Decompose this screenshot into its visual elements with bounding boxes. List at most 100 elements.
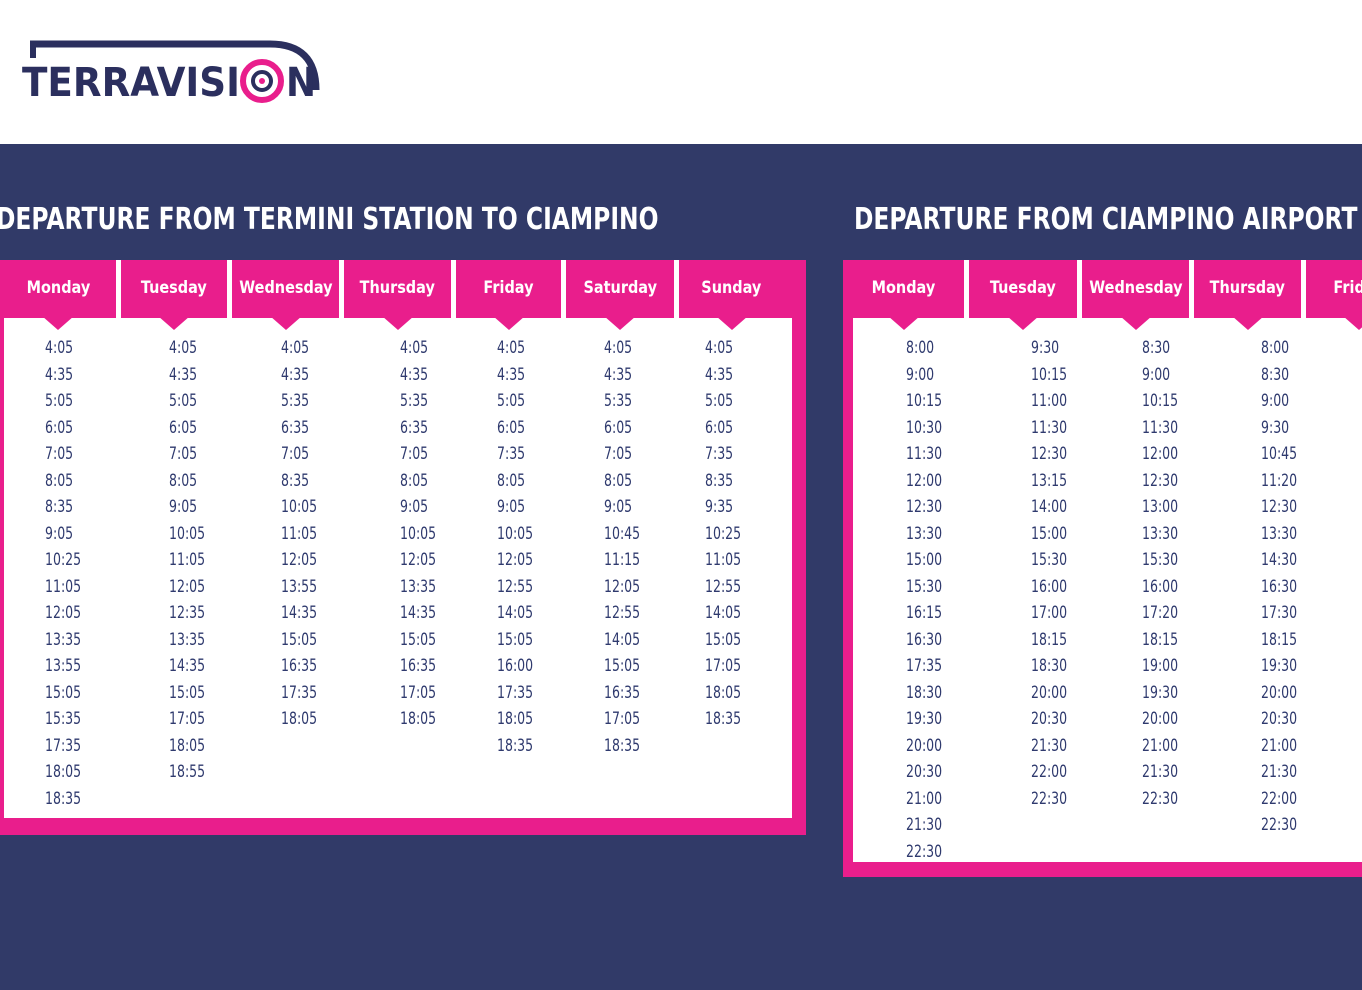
- departure-time: 17:30: [1261, 603, 1298, 623]
- departure-time: 12:05: [281, 550, 318, 570]
- departure-time: 17:20: [1142, 603, 1179, 623]
- departure-time: 18:35: [604, 735, 641, 756]
- departure-time: 16:15: [906, 603, 943, 623]
- timetable-termini-to-ciampino: Monday Tuesday Wednesday Thursday Friday…: [0, 260, 812, 840]
- times-column-thursday: 8:00 8:30 9:00 9:30 10:45 11:20 12:30 13:30 14:3…: [1261, 335, 1305, 839]
- departure-time: 18:35: [497, 735, 534, 756]
- departure-time: 5:35: [604, 391, 633, 411]
- times-column-friday: 4:05 4:35 5:05 6:05 7:35 8:05 9:05 10:05 12:05 12…: [497, 335, 541, 759]
- departure-time: 15:30: [906, 576, 943, 597]
- departure-time: 17:05: [705, 656, 742, 676]
- departure-time: 9:00: [1142, 364, 1171, 385]
- departure-time: 16:00: [1031, 576, 1068, 597]
- departure-time: 8:05: [400, 470, 429, 491]
- departure-time: 22:30: [1142, 788, 1179, 809]
- departure-time: 15:05: [45, 682, 82, 703]
- departure-time: 12:30: [1261, 497, 1298, 517]
- departure-time: 4:05: [497, 338, 526, 358]
- departure-time: 8:05: [497, 470, 526, 491]
- departure-time: 20:00: [1031, 682, 1068, 703]
- departure-time: 16:30: [1261, 576, 1298, 597]
- departure-time: 16:35: [281, 656, 318, 676]
- departure-time: 8:05: [169, 470, 198, 491]
- departure-time: 8:30: [1142, 338, 1171, 358]
- departure-time: 4:35: [705, 364, 734, 385]
- day-tab-tuesday: Tuesday: [121, 260, 227, 330]
- terravision-logo[interactable]: TERRAVISI N: [20, 38, 320, 106]
- day-tab-wednesday: Wednesday: [232, 260, 339, 330]
- departure-time: 16:35: [604, 682, 641, 703]
- departure-time: 5:05: [497, 391, 526, 411]
- departure-time: 13:30: [906, 523, 943, 544]
- departure-time: 6:05: [45, 417, 74, 438]
- section-title-termini-to-ciampino: DEPARTURE FROM TERMINI STATION TO CIAMPI…: [0, 202, 659, 237]
- departure-time: 4:05: [400, 338, 429, 358]
- departure-time: 17:05: [400, 682, 437, 703]
- departure-time: 15:05: [400, 629, 437, 650]
- departure-time: 10:15: [906, 391, 943, 411]
- departure-time: 4:35: [604, 364, 633, 385]
- departure-time: 5:05: [45, 391, 74, 411]
- departure-time: 17:00: [1031, 603, 1068, 623]
- times-column-wednesday: 8:30 9:00 10:15 11:30 12:00 12:30 13:00 13:30 15…: [1142, 335, 1186, 812]
- departure-time: 13:15: [1031, 470, 1068, 491]
- departure-time: 8:00: [1261, 338, 1290, 358]
- departure-time: 17:05: [169, 709, 206, 729]
- departure-time: 15:30: [1142, 550, 1179, 570]
- departure-time: 14:05: [705, 603, 742, 623]
- departure-time: 7:05: [604, 444, 633, 464]
- departure-time: 13:00: [1142, 497, 1179, 517]
- departure-time: 11:05: [169, 550, 206, 570]
- departure-time: 14:35: [400, 603, 437, 623]
- departure-time: 15:00: [1031, 523, 1068, 544]
- departure-time: 6:05: [169, 417, 198, 438]
- departure-time: 4:05: [705, 338, 734, 358]
- departure-time: 7:05: [45, 444, 74, 464]
- departure-time: 9:00: [906, 364, 935, 385]
- departure-time: 10:30: [906, 417, 943, 438]
- departure-time: 5:05: [705, 391, 734, 411]
- departure-time: 9:30: [1031, 338, 1060, 358]
- departure-time: 13:35: [169, 629, 206, 650]
- departure-time: 9:05: [497, 497, 526, 517]
- departure-time: 14:30: [1261, 550, 1298, 570]
- departure-time: 15:05: [497, 629, 534, 650]
- departure-time: 13:55: [45, 656, 82, 676]
- departure-time: 10:05: [281, 497, 318, 517]
- timetable-ciampino-to-termini: Monday Tuesday Wednesday Thursday Friday…: [843, 260, 1362, 880]
- departure-time: 15:05: [169, 682, 206, 703]
- departure-time: 10:05: [497, 523, 534, 544]
- departure-time: 11:00: [1031, 391, 1068, 411]
- departure-time: 9:35: [705, 497, 734, 517]
- departure-time: 15:05: [705, 629, 742, 650]
- departure-time: 12:30: [1142, 470, 1179, 491]
- departure-time: 14:05: [497, 603, 534, 623]
- departure-time: 5:35: [281, 391, 310, 411]
- departure-time: 4:35: [45, 364, 74, 385]
- departure-time: 21:00: [1142, 735, 1179, 756]
- departure-time: 22:30: [906, 841, 943, 862]
- departure-time: 22:30: [1261, 815, 1298, 835]
- departure-time: 21:30: [1142, 762, 1179, 782]
- departure-time: 10:15: [1031, 364, 1068, 385]
- times-column-wednesday: 4:05 4:35 5:35 6:35 7:05 8:35 10:05 11:05 12:05 1…: [281, 335, 325, 733]
- departure-time: 15:05: [604, 656, 641, 676]
- departure-time: 6:05: [497, 417, 526, 438]
- departure-time: 12:00: [906, 470, 943, 491]
- departure-time: 12:55: [705, 576, 742, 597]
- departure-time: 17:35: [45, 735, 82, 756]
- departure-time: 18:35: [45, 788, 82, 809]
- departure-time: 18:05: [400, 709, 437, 729]
- departure-time: 20:00: [1261, 682, 1298, 703]
- departure-time: 18:05: [705, 682, 742, 703]
- departure-time: 17:05: [604, 709, 641, 729]
- departure-time: 7:05: [400, 444, 429, 464]
- departure-time: 20:30: [1031, 709, 1068, 729]
- departure-time: 18:05: [497, 709, 534, 729]
- timetable-body: [4, 318, 792, 818]
- departure-time: 19:00: [1142, 656, 1179, 676]
- departure-time: 13:35: [400, 576, 437, 597]
- departure-time: 8:05: [45, 470, 74, 491]
- day-tab-saturday: Saturday: [566, 260, 674, 330]
- svg-text:N: N: [286, 60, 316, 106]
